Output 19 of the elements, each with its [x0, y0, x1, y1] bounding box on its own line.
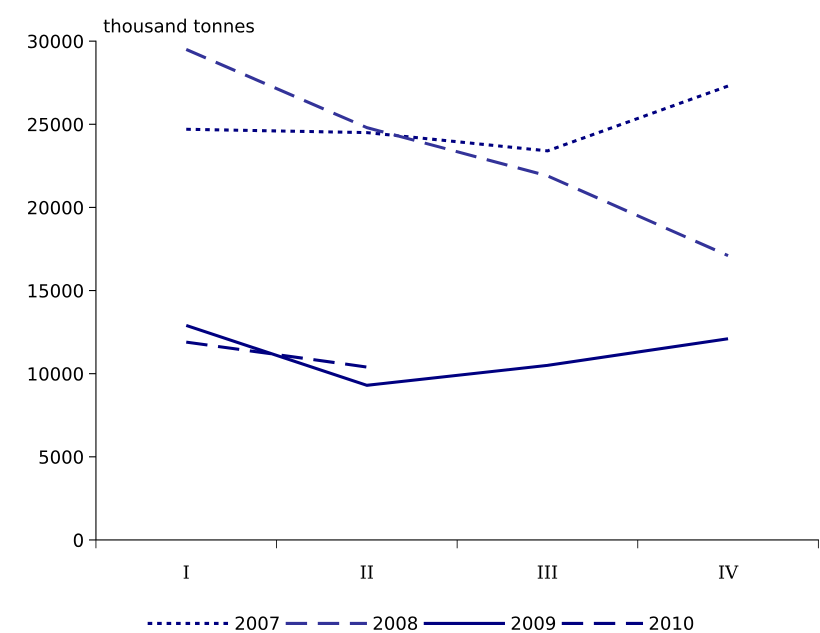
y-tick-label: 25000 [28, 118, 83, 132]
legend-label: 2008 [374, 616, 418, 630]
x-tick-label: I [184, 566, 189, 579]
x-tick-label: II [360, 566, 373, 579]
line-series [184, 324, 730, 387]
line-series [184, 84, 730, 152]
y-tick-label: 5000 [40, 450, 83, 464]
legend-label: 2009 [512, 616, 556, 630]
legend-label: 2007 [236, 616, 279, 630]
y-axis-title: thousand tonnes [104, 18, 254, 33]
y-tick-label: 10000 [28, 367, 83, 381]
y-tick-label: 15000 [28, 284, 83, 298]
y-tick-label: 20000 [28, 200, 83, 215]
y-tick-label: 30000 [28, 34, 83, 48]
legend-label: 2010 [650, 616, 694, 630]
x-tick-label: III [538, 566, 558, 579]
line-series [184, 48, 730, 258]
x-tick-label: IV [718, 566, 738, 579]
y-tick-label: 0 [74, 533, 83, 548]
